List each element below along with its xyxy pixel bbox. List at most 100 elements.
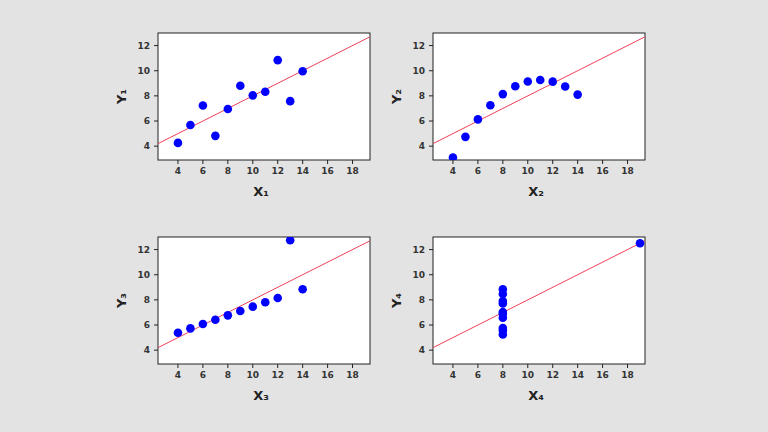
x-tick xyxy=(327,364,328,368)
x-tick-label: 14 xyxy=(296,370,309,380)
point xyxy=(499,310,508,319)
point xyxy=(224,311,233,320)
x-tick xyxy=(302,160,303,164)
y-tick xyxy=(429,146,433,147)
x-tick xyxy=(277,364,278,368)
x-tick xyxy=(202,364,203,368)
x-tick-label: 12 xyxy=(271,166,284,176)
point xyxy=(211,132,220,141)
y-tick-label: 6 xyxy=(419,320,425,330)
x-tick-label: 6 xyxy=(200,166,206,176)
y-tick-label: 6 xyxy=(144,116,150,126)
x-tick xyxy=(627,364,628,368)
x-tick xyxy=(352,160,353,164)
y-axis-label: Y₃ xyxy=(114,293,129,309)
x-tick-label: 18 xyxy=(346,370,359,380)
x-tick-label: 14 xyxy=(571,370,584,380)
y-tick xyxy=(154,299,158,300)
point xyxy=(236,81,245,90)
x-tick xyxy=(202,160,203,164)
chart-canvas: 46810121416184681012X₁Y₁4681012141618468… xyxy=(0,0,768,432)
y-tick xyxy=(154,70,158,71)
point xyxy=(561,82,570,91)
x-tick-label: 16 xyxy=(321,370,334,380)
regression-line xyxy=(433,241,645,348)
x-tick xyxy=(552,364,553,368)
y-tick-label: 4 xyxy=(419,345,425,355)
point xyxy=(174,139,183,148)
x-tick-label: 8 xyxy=(225,370,231,380)
x-tick xyxy=(577,364,578,368)
y-tick xyxy=(154,121,158,122)
x-tick-label: 6 xyxy=(200,370,206,380)
panel: 46810121416184681012X₂Y₂ xyxy=(389,33,645,199)
y-tick-label: 12 xyxy=(137,41,150,51)
x-tick xyxy=(277,160,278,164)
x-tick xyxy=(452,160,453,164)
y-tick-label: 4 xyxy=(419,141,425,151)
y-tick-label: 8 xyxy=(144,91,150,101)
point xyxy=(224,105,233,114)
plot-frame xyxy=(158,33,370,160)
y-axis-label: Y₁ xyxy=(114,89,129,105)
point xyxy=(573,90,582,99)
x-tick-label: 6 xyxy=(475,166,481,176)
point xyxy=(499,326,508,335)
panel: 46810121416184681012X₁Y₁ xyxy=(114,33,370,199)
plot-frame xyxy=(433,33,645,160)
x-axis-label: X₁ xyxy=(253,184,269,199)
panel: 46810121416184681012X₄Y₄ xyxy=(389,237,645,403)
point xyxy=(199,320,208,329)
y-tick xyxy=(429,325,433,326)
point xyxy=(174,328,183,337)
x-tick xyxy=(352,364,353,368)
point xyxy=(286,97,295,106)
y-tick-label: 10 xyxy=(412,66,425,76)
point xyxy=(261,87,270,96)
x-tick xyxy=(452,364,453,368)
point xyxy=(548,77,557,86)
x-axis-label: X₄ xyxy=(528,388,544,403)
point xyxy=(186,121,195,130)
x-tick xyxy=(602,364,603,368)
data-group xyxy=(433,37,645,160)
point xyxy=(449,153,458,160)
y-tick-label: 4 xyxy=(144,141,150,151)
x-tick-label: 4 xyxy=(450,166,456,176)
point xyxy=(298,67,307,76)
x-tick-label: 8 xyxy=(500,166,506,176)
x-tick xyxy=(252,160,253,164)
point xyxy=(486,101,495,110)
y-tick xyxy=(429,70,433,71)
regression-line xyxy=(433,37,645,144)
x-tick xyxy=(502,364,503,368)
point xyxy=(273,294,282,303)
point xyxy=(499,297,508,306)
x-tick-label: 16 xyxy=(596,166,609,176)
regression-line xyxy=(158,241,370,348)
y-axis-label: Y₂ xyxy=(389,89,404,105)
regression-line xyxy=(158,37,370,144)
point xyxy=(286,237,295,245)
x-tick-label: 18 xyxy=(621,370,634,380)
point xyxy=(248,91,257,100)
x-tick xyxy=(327,160,328,164)
y-tick xyxy=(429,350,433,351)
y-tick xyxy=(429,121,433,122)
plot-frame xyxy=(433,237,645,364)
y-tick-label: 4 xyxy=(144,345,150,355)
y-tick xyxy=(154,45,158,46)
x-tick xyxy=(252,364,253,368)
y-tick-label: 10 xyxy=(137,66,150,76)
point xyxy=(511,82,520,91)
y-tick-label: 12 xyxy=(412,41,425,51)
point xyxy=(461,133,470,142)
x-tick-label: 18 xyxy=(621,166,634,176)
x-tick-label: 6 xyxy=(475,370,481,380)
x-tick-label: 10 xyxy=(522,166,535,176)
point xyxy=(236,307,245,316)
y-tick xyxy=(429,299,433,300)
x-tick-label: 14 xyxy=(296,166,309,176)
point xyxy=(523,77,532,86)
x-tick-label: 16 xyxy=(321,166,334,176)
